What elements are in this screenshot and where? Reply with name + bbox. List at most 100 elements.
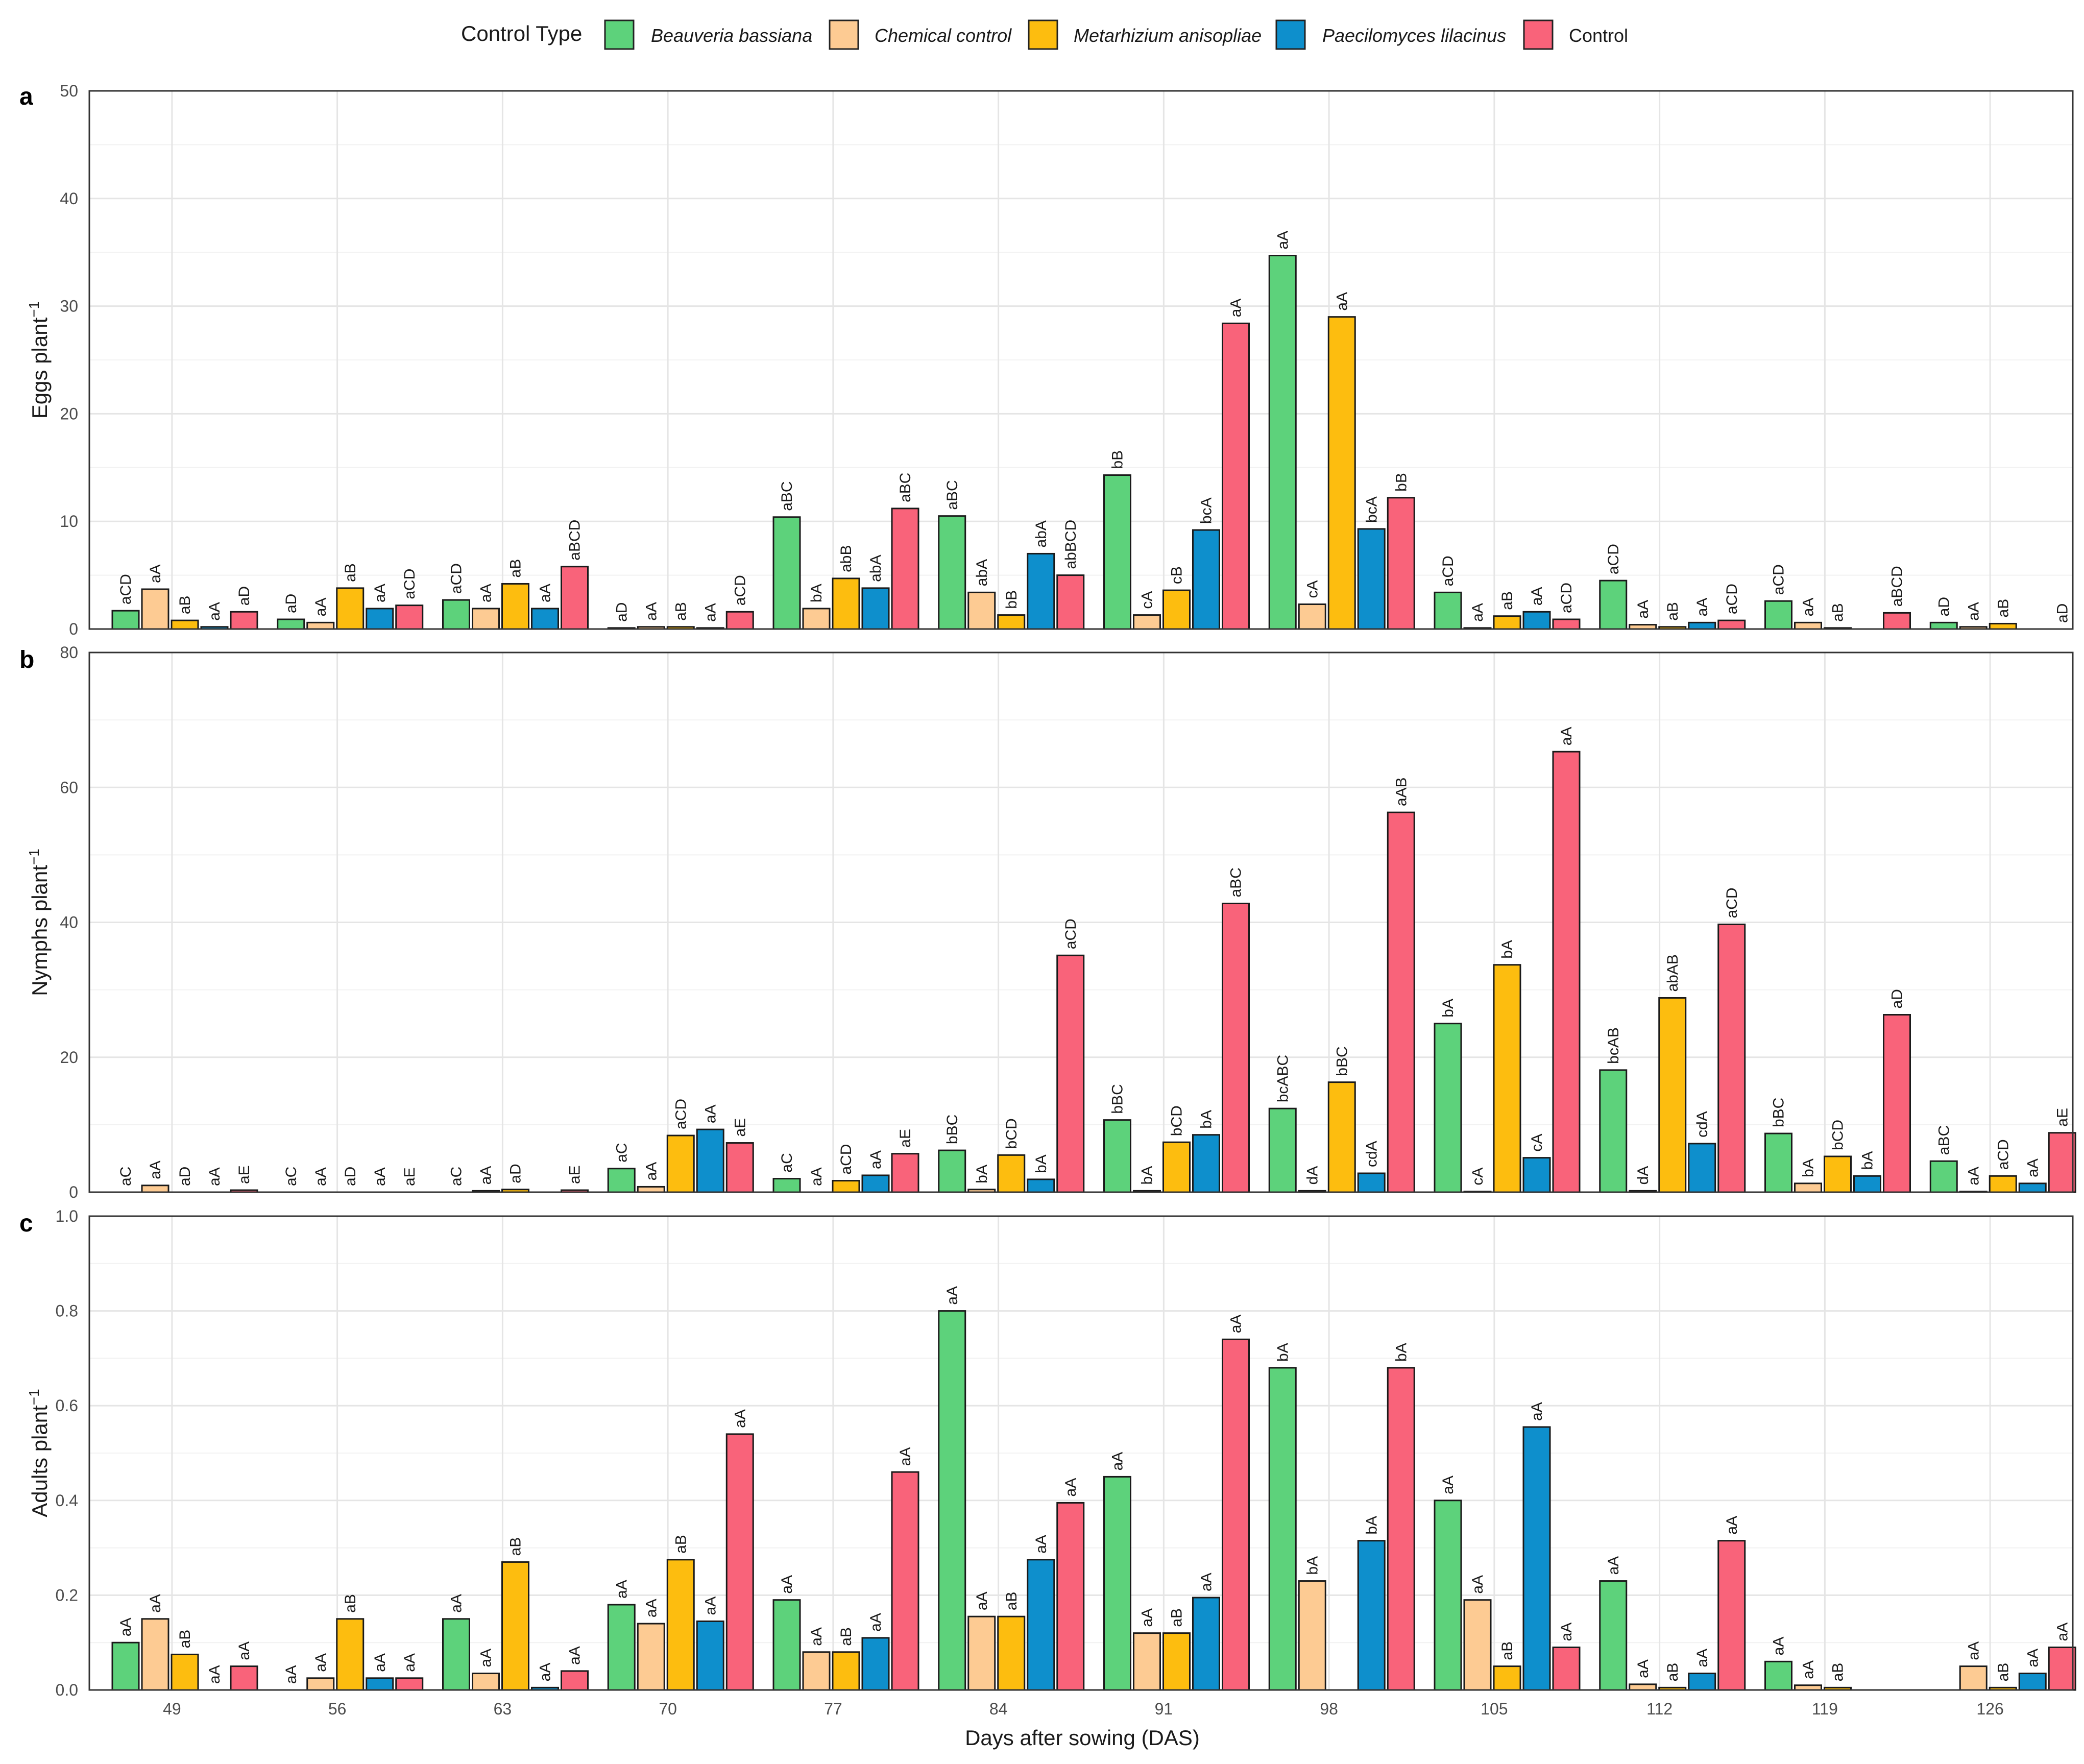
- bar: [637, 1186, 665, 1193]
- bar-label: cA: [1304, 581, 1321, 598]
- bar-label: aD: [2054, 603, 2071, 623]
- bar: [395, 605, 424, 630]
- bar-label: aCD: [1724, 584, 1740, 614]
- bar-label: aA: [1198, 1573, 1215, 1591]
- bar-label: aA: [478, 1166, 495, 1185]
- bar: [1222, 1338, 1250, 1691]
- bar: [561, 1670, 589, 1691]
- bar-label: aAB: [1393, 777, 1410, 806]
- bar-label: aBC: [944, 480, 961, 510]
- y-tick-label: 1.0: [56, 1207, 78, 1225]
- panel-a-bars: aCD aD aCD aD aBC aBC bB aA aCD aCD aCD aD aA aA aA aA b…: [111, 231, 2071, 630]
- bar-label: aA: [2024, 1158, 2041, 1177]
- bar-label: aA: [206, 602, 223, 621]
- bar: [472, 1673, 500, 1691]
- y-axis-title: Eggs plant−1: [26, 301, 52, 419]
- bar: [696, 1620, 724, 1691]
- bar-label: aA: [1558, 1623, 1575, 1641]
- legend-label-metarhizium: Metarhizium anisopliae: [1074, 25, 1262, 46]
- x-tick-label: 98: [1320, 1700, 1338, 1718]
- bar-label: aE: [732, 1118, 748, 1137]
- bar: [772, 516, 801, 630]
- bar-label: bB: [1003, 590, 1020, 609]
- bar-label: aA: [643, 1162, 660, 1181]
- bar-label: aB: [672, 602, 689, 621]
- y-tick-label: 20: [60, 1048, 78, 1067]
- panel-border: [88, 1215, 2074, 1691]
- bar-label: abB: [838, 545, 855, 572]
- bar-label: aA: [1529, 587, 1545, 606]
- bar-label: aA: [1800, 1660, 1817, 1679]
- panel-border: [88, 90, 2074, 630]
- bar: [1434, 1500, 1462, 1691]
- y-tick-label: 30: [60, 297, 78, 316]
- bar-label: aE: [897, 1129, 914, 1148]
- y-axis-title: Nymphs plant−1: [26, 849, 52, 996]
- y-tick-label: 40: [60, 189, 78, 208]
- bar-label: aCD: [672, 1099, 689, 1129]
- bar-label: aCD: [732, 575, 748, 606]
- bar-label: aA: [1062, 1478, 1079, 1497]
- bar-label: cA: [1139, 591, 1156, 609]
- legend-label-beauveria: Beauveria bassiana: [651, 25, 812, 46]
- legend-label-chemical: Chemical control: [875, 25, 1012, 46]
- x-tick-label: 119: [1812, 1700, 1838, 1718]
- bar: [277, 618, 305, 630]
- bar: [1133, 614, 1161, 630]
- bar: [938, 1149, 966, 1193]
- bar: [1929, 1160, 1958, 1193]
- bar-label: aCD: [401, 569, 418, 599]
- bar-label: aA: [283, 1665, 300, 1684]
- bar: [1357, 528, 1386, 630]
- bar-label: aA: [702, 1104, 719, 1123]
- bar-label: aA: [1228, 299, 1245, 318]
- y-tick-label: 10: [60, 512, 78, 530]
- bar-label: aA: [1635, 600, 1652, 619]
- bar-label: aCD: [838, 1144, 855, 1175]
- bar-label: bA: [1440, 999, 1457, 1018]
- bar: [1989, 622, 2017, 630]
- bar-label: aA: [1965, 602, 1982, 621]
- legend-label-paecilomyces: Paecilomyces lilacinus: [1322, 25, 1506, 46]
- bar-label: aA: [702, 603, 719, 622]
- bar-label: aA: [808, 1627, 825, 1646]
- bar-label: aCD: [1558, 583, 1575, 613]
- bar: [2018, 1673, 2047, 1691]
- bar: [442, 599, 470, 630]
- bar-label: aCD: [448, 563, 465, 594]
- bar-label: bCD: [1003, 1118, 1020, 1149]
- bar-label: aB: [177, 1630, 193, 1649]
- bar: [1387, 497, 1415, 630]
- bar: [395, 1677, 424, 1691]
- bar: [230, 1665, 258, 1691]
- bar: [1522, 1157, 1551, 1193]
- bar: [1387, 811, 1415, 1193]
- y-tick-label: 0.0: [56, 1681, 78, 1699]
- legend-swatch-paecilomyces: [1275, 19, 1306, 50]
- bar: [1658, 997, 1687, 1193]
- legend-title: Control Type: [461, 21, 582, 45]
- bar-label: aA: [867, 1613, 884, 1632]
- bar: [171, 1653, 199, 1691]
- y-axis-title-main: Adults plant: [28, 1405, 52, 1517]
- y-axis-title-main: Eggs plant: [28, 317, 52, 419]
- bar-label: bcA: [1198, 497, 1215, 524]
- bar: [1327, 316, 1356, 630]
- bar-label: bCD: [1830, 1120, 1847, 1150]
- bar-label: cB: [1169, 566, 1185, 584]
- bar: [1162, 1632, 1191, 1691]
- bar: [501, 583, 529, 630]
- bar-label: aA: [1605, 1556, 1622, 1575]
- bar-label: aA: [1228, 1315, 1245, 1334]
- bar-label: aC: [779, 1153, 795, 1172]
- bar-label: aA: [1469, 603, 1486, 622]
- bar-label: aB: [1003, 1591, 1020, 1610]
- bar-label: aA: [1724, 1516, 1740, 1535]
- bar: [725, 1433, 754, 1691]
- bar: [1688, 1673, 1716, 1691]
- bar: [1794, 1182, 1822, 1193]
- bar-label: aCD: [117, 574, 134, 605]
- bar: [1056, 1502, 1085, 1691]
- bar: [891, 1153, 919, 1193]
- bar-label: aB: [1499, 591, 1516, 610]
